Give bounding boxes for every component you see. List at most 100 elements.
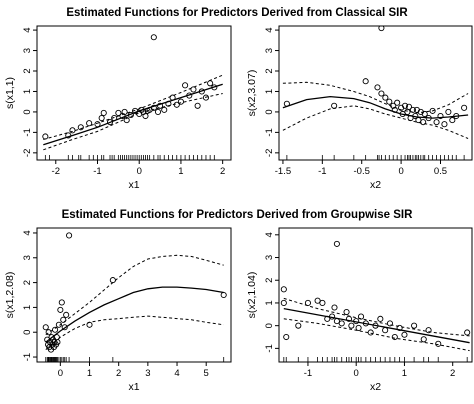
data-point xyxy=(177,98,184,105)
data-point xyxy=(401,331,408,338)
data-point xyxy=(63,311,70,318)
data-point xyxy=(411,322,418,329)
x-tick-label: 3 xyxy=(145,368,150,379)
data-point xyxy=(190,86,197,93)
x-axis-label: x1 xyxy=(128,179,139,191)
plot-frame xyxy=(278,25,473,161)
data-point xyxy=(207,80,214,87)
data-point xyxy=(161,106,168,113)
y-tick-label: 1 xyxy=(264,89,275,94)
x-axis-label: x2 xyxy=(370,381,381,393)
data-point xyxy=(382,94,389,101)
data-point xyxy=(42,324,49,331)
data-point xyxy=(441,121,448,128)
data-point xyxy=(283,333,290,341)
upper-band-curve xyxy=(43,74,223,140)
y-axis-label: s(x2,3.07) xyxy=(246,70,258,117)
data-point xyxy=(123,117,130,124)
data-point xyxy=(362,320,369,327)
y-axis-label: s(x1,2.08) xyxy=(4,272,16,319)
y-tick-label: 1 xyxy=(22,305,33,310)
data-point xyxy=(77,124,84,131)
data-point xyxy=(333,318,340,325)
x-tick-label: 0.5 xyxy=(434,166,447,177)
section-title-classical: Estimated Functions for Predictors Deriv… xyxy=(66,7,408,19)
x-tick-label: 0 xyxy=(58,368,63,379)
data-point xyxy=(304,299,312,306)
data-point xyxy=(54,339,61,346)
data-point xyxy=(57,306,64,313)
x-tick-label: 2 xyxy=(116,368,121,379)
data-point xyxy=(131,107,139,114)
y-tick-label: -2 xyxy=(264,149,275,157)
data-point xyxy=(378,90,385,97)
y-tick-label: 4 xyxy=(22,27,33,32)
data-point xyxy=(100,109,107,116)
data-point xyxy=(55,321,62,328)
data-point xyxy=(412,112,419,120)
data-layer xyxy=(282,26,469,160)
x-tick-label: 4 xyxy=(174,368,179,379)
x-tick-label: -2 xyxy=(52,166,60,177)
y-tick-label: 3 xyxy=(264,255,275,260)
data-point xyxy=(449,117,456,124)
data-point xyxy=(437,112,444,120)
data-point xyxy=(127,111,134,119)
data-point xyxy=(61,324,68,331)
y-tick-label: 1 xyxy=(22,89,33,94)
y-tick-label: 0 xyxy=(22,330,33,335)
data-point xyxy=(142,112,149,120)
data-point xyxy=(314,297,321,304)
data-point xyxy=(86,120,93,127)
data-point xyxy=(425,115,432,122)
x-axis-label: x2 xyxy=(370,179,381,191)
data-point xyxy=(394,99,401,106)
data-point xyxy=(378,26,385,32)
data-point xyxy=(382,327,389,334)
y-tick-label: 0 xyxy=(264,323,275,328)
data-layer xyxy=(42,34,223,160)
y-tick-label: 0 xyxy=(264,109,275,114)
data-point xyxy=(295,322,302,329)
x-tick-label: 0 xyxy=(398,166,403,177)
data-point xyxy=(377,315,384,322)
panel-groupwise-x2: -1 0 1 2 -1 0 1 2 3 4 x2 s(x2,1.04) xyxy=(246,227,473,393)
data-point xyxy=(138,106,145,113)
data-point xyxy=(445,108,452,115)
data-point xyxy=(169,94,176,101)
data-point xyxy=(374,84,381,91)
y-tick-label: 2 xyxy=(264,68,275,73)
data-point xyxy=(220,291,227,299)
x-tick-label: -1 xyxy=(304,368,312,379)
data-point xyxy=(283,100,290,107)
data-point xyxy=(202,94,210,101)
data-point xyxy=(42,133,49,140)
data-point xyxy=(421,110,428,118)
data-point xyxy=(391,106,398,113)
data-point xyxy=(362,78,369,85)
data-point xyxy=(367,329,374,336)
x-tick-label: 1 xyxy=(402,368,407,379)
plot-frame xyxy=(36,25,232,161)
y-tick-label: 3 xyxy=(264,48,275,53)
panel-classical-x1: -2 -1 0 1 2 -2 -1 0 1 2 3 4 x1 s(x1,1) xyxy=(4,25,232,191)
data-point xyxy=(353,318,360,325)
data-point xyxy=(58,299,65,306)
data-point xyxy=(157,102,164,109)
data-point xyxy=(453,112,460,120)
data-point xyxy=(194,102,201,109)
data-point xyxy=(115,109,122,116)
y-tick-label: -1 xyxy=(264,128,275,136)
data-point xyxy=(386,98,393,105)
y-tick-label: 3 xyxy=(22,48,33,53)
upper-band-curve xyxy=(282,81,469,114)
data-point xyxy=(280,286,287,293)
data-point xyxy=(94,121,101,128)
data-point xyxy=(425,327,432,334)
data-point xyxy=(150,104,157,111)
data-point xyxy=(280,299,287,306)
data-point xyxy=(86,321,93,328)
data-point xyxy=(106,119,114,126)
data-point xyxy=(211,84,218,91)
data-point xyxy=(404,108,411,115)
